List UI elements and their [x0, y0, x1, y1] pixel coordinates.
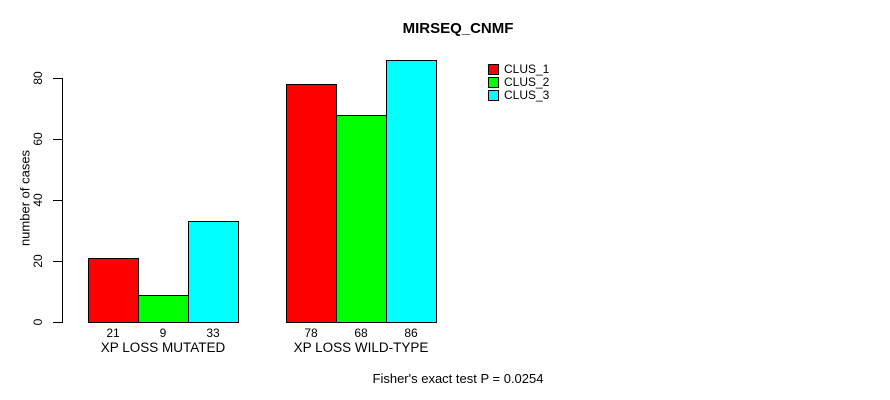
legend-label: CLUS_3	[504, 88, 550, 102]
legend-item-clus_2: CLUS_2	[488, 75, 550, 89]
y-axis-tick-mark	[53, 322, 62, 323]
legend: CLUS_1 CLUS_2 CLUS_3	[488, 62, 550, 102]
y-axis-tick-mark	[53, 261, 62, 262]
x-category-label: XP LOSS MUTATED	[100, 340, 226, 355]
bar-value-label: 33	[206, 326, 220, 340]
bar-clus_1	[88, 258, 139, 323]
legend-item-clus_3: CLUS_3	[488, 88, 550, 102]
bar-value-label: 68	[354, 326, 368, 340]
bar-value-label: 78	[304, 326, 318, 340]
legend-label: CLUS_2	[504, 75, 550, 89]
chart-title: MIRSEQ_CNMF	[402, 20, 514, 37]
bar-clus_2	[336, 115, 387, 323]
y-axis-tick-label: 0	[31, 318, 45, 326]
bar-clus_2	[138, 295, 189, 323]
legend-item-clus_1: CLUS_1	[488, 62, 550, 76]
legend-label: CLUS_1	[504, 62, 550, 76]
legend-swatch-icon	[488, 64, 499, 75]
y-axis-tick-label: 60	[31, 132, 45, 146]
y-axis-tick-label: 80	[31, 71, 45, 85]
y-axis-tick-mark	[53, 78, 62, 79]
bar-clus_3	[188, 221, 239, 323]
x-category-label: XP LOSS WILD-TYPE	[293, 340, 429, 355]
bar-value-label: 21	[106, 326, 120, 340]
bar-clus_3	[386, 60, 437, 323]
y-axis-tick-label: 20	[31, 254, 45, 268]
stats-annotation: Fisher's exact test P = 0.0254	[372, 371, 544, 386]
legend-swatch-icon	[488, 77, 499, 88]
y-axis-tick-label: 40	[31, 193, 45, 207]
legend-swatch-icon	[488, 90, 499, 101]
bar-value-label: 86	[404, 326, 418, 340]
bar-clus_1	[286, 84, 337, 323]
y-axis-line	[62, 78, 63, 323]
bar-value-label: 9	[159, 326, 167, 340]
y-axis-tick-mark	[53, 139, 62, 140]
y-axis-tick-mark	[53, 200, 62, 201]
